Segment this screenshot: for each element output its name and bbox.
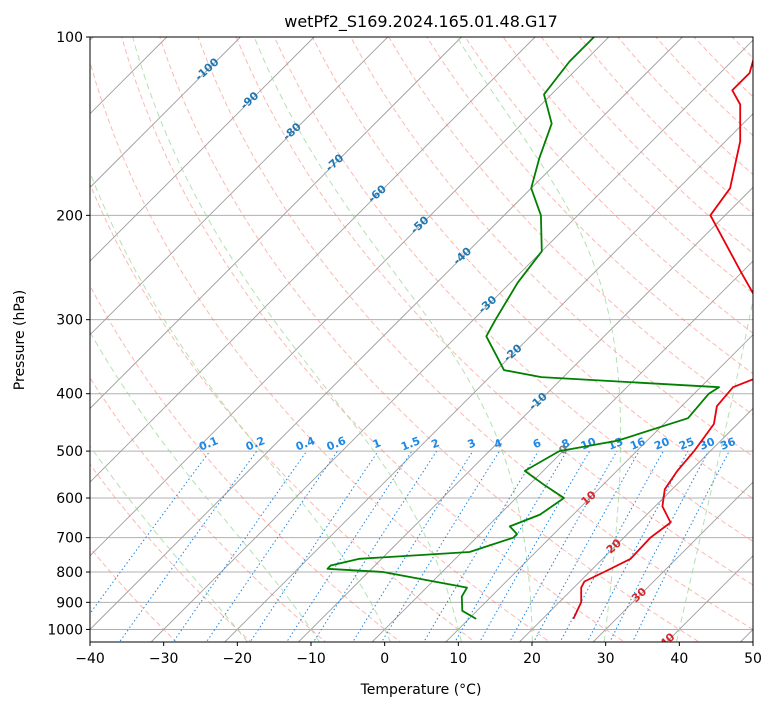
y-tick-label: 1000: [47, 622, 83, 638]
isotherm-line: [90, 37, 683, 631]
plot-background: [90, 37, 753, 642]
dry-adiabat: [90, 546, 178, 642]
mixing-ratio-label: 1: [371, 436, 383, 451]
isotherm-line: [592, 481, 753, 642]
isotherm-line: [519, 407, 753, 642]
isotherm-line: [224, 113, 753, 642]
moist-adiabat: [90, 330, 320, 642]
mixing-ratio-label: 8: [560, 436, 572, 451]
dry-adiabat: [426, 37, 753, 375]
isotherm-line: [90, 37, 536, 483]
dry-adiabat: [90, 182, 476, 642]
mixing-ratio-line: [586, 450, 689, 642]
dry-adiabat: [311, 37, 753, 500]
y-tick-label: 700: [56, 531, 83, 547]
plot-frame: [89, 36, 754, 643]
moist-adiabat: [90, 171, 391, 642]
x-tick-label: −10: [296, 651, 326, 667]
mixing-ratio-line: [479, 450, 591, 642]
mixing-ratio-line: [559, 450, 664, 642]
temperature-profile-line: [572, 57, 753, 620]
mixing-ratio-label: 10: [579, 435, 598, 453]
profile-lines: [326, 37, 753, 620]
x-tick-label: 10: [449, 651, 467, 667]
chart-title: wetPf2_S169.2024.165.01.48.G17: [284, 12, 558, 32]
y-tick-label: 300: [56, 313, 83, 329]
mixing-ratio-line: [352, 450, 474, 642]
skewed-isotherms: [90, 37, 753, 642]
mixing-ratio-label: 16: [628, 435, 647, 453]
isotherm-line: [150, 39, 753, 642]
moist-adiabat: [676, 296, 753, 642]
mixing-ratio-label: 2: [429, 436, 441, 451]
isotherm-line: [371, 260, 753, 642]
pressure-gridlines: [90, 37, 753, 630]
mixing-ratio-line: [423, 450, 539, 642]
dry-adiabats: [90, 37, 753, 642]
mixing-ratio-line: [454, 450, 568, 642]
moist-adiabat: [132, 37, 462, 642]
y-tick-label: 200: [56, 208, 83, 224]
isotherm-line: [90, 37, 389, 336]
dry-adiabat: [90, 60, 551, 642]
mixing-ratio-line: [381, 450, 500, 642]
mixing-ratio-line: [90, 450, 211, 615]
y-axis-label: Pressure (hPa): [12, 290, 28, 390]
dry-adiabat: [273, 37, 753, 543]
x-tick-label: 40: [670, 651, 688, 667]
x-axis-label: Temperature (°C): [360, 682, 482, 698]
mixing-ratio-line: [249, 450, 379, 642]
mixing-ratio-line: [533, 450, 640, 642]
x-tick-label: 0: [380, 651, 389, 667]
moist-adiabat: [90, 445, 248, 642]
dry-adiabat: [121, 37, 626, 642]
x-tick-label: −40: [75, 651, 105, 667]
isotherm-line: [90, 37, 462, 410]
isotherm-line: [90, 37, 241, 189]
mixing-ratio-line: [205, 450, 338, 642]
dry-adiabat: [197, 37, 753, 630]
isotherm-line: [90, 37, 315, 262]
y-tick-label: 100: [56, 30, 83, 46]
mixing-ratio-line: [312, 450, 438, 642]
mixing-ratio-label: 20: [652, 435, 671, 453]
moist-adiabat: [253, 37, 533, 642]
mixing-ratio-label: 36: [718, 435, 737, 453]
mixing-ratio-label: 25: [677, 435, 696, 453]
y-tick-label: 400: [56, 387, 83, 403]
x-tick-label: −20: [223, 651, 253, 667]
dry-adiabat: [90, 284, 402, 642]
isotherm-label: 40: [657, 630, 677, 650]
y-tick-label: 800: [56, 565, 83, 581]
x-axis: −40 −30 −20 −10 0 10 20 30 40 50: [75, 642, 762, 667]
dry-adiabat: [388, 37, 753, 416]
dry-adiabat: [464, 37, 753, 334]
dry-adiabat: [90, 376, 327, 642]
dewpoint-profile-line: [326, 37, 720, 620]
isotherm-line: [90, 37, 610, 557]
y-tick-label: 600: [56, 491, 83, 507]
x-tick-label: 50: [744, 651, 762, 667]
x-tick-label: 30: [597, 651, 615, 667]
x-tick-label: 20: [523, 651, 541, 667]
dry-adiabat: [235, 37, 753, 586]
mixing-ratio-line: [118, 450, 258, 642]
y-tick-label: 900: [56, 595, 83, 611]
y-axis: 100 200 300 400 500 600 700 800 900 1000: [47, 30, 90, 638]
y-tick-label: 500: [56, 444, 83, 460]
dry-adiabat: [159, 37, 701, 642]
isotherm-line: [445, 334, 753, 642]
mixing-ratio-label: 3: [466, 436, 478, 451]
mixing-ratio-line: [286, 450, 413, 642]
x-tick-label: −30: [149, 651, 179, 667]
